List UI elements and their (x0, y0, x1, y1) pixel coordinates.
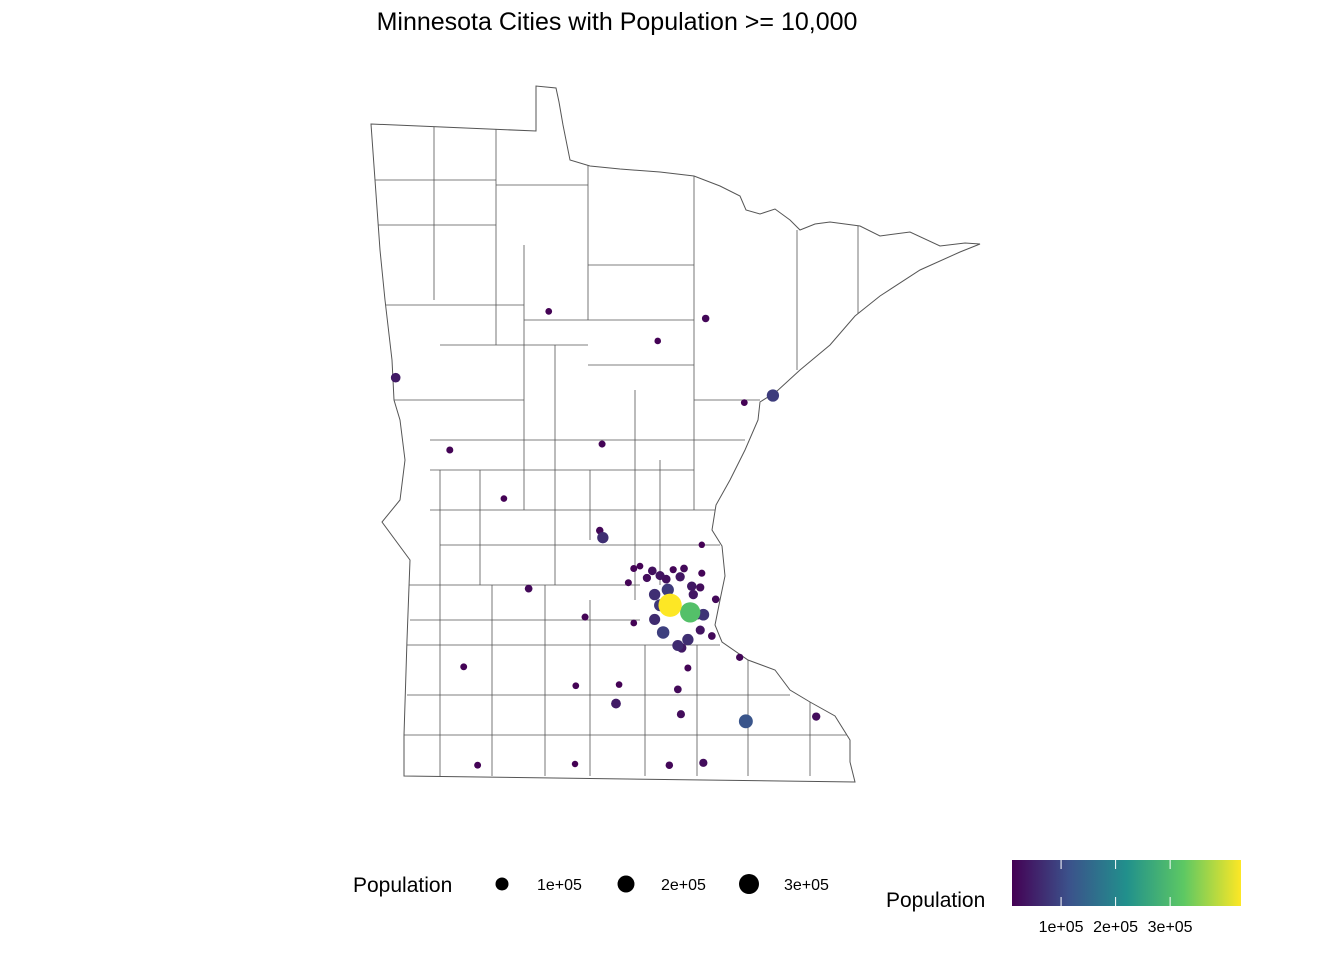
city-point (647, 566, 657, 576)
city-point (630, 619, 638, 627)
city-point (649, 613, 661, 625)
city-point (474, 761, 482, 769)
city-point (500, 495, 508, 502)
city-point (738, 714, 753, 729)
size-legend-title: Population (353, 874, 452, 897)
city-point (699, 758, 708, 767)
city-point (707, 632, 716, 640)
city-point (581, 613, 589, 621)
city-point (688, 589, 698, 600)
color-legend-title: Population (886, 889, 985, 912)
colorbar-tick-label: 3e+05 (1148, 919, 1193, 936)
city-point (687, 581, 697, 591)
city-point (696, 583, 705, 592)
city-point (642, 573, 652, 583)
size-legend-label: 2e+05 (661, 877, 706, 894)
city-point (676, 710, 685, 719)
city-point (390, 372, 401, 383)
color-legend: Population 1e+05 2e+05 3e+05 (886, 860, 1241, 936)
size-legend-key (495, 877, 509, 891)
city-point (698, 569, 706, 577)
city-point (598, 440, 606, 448)
city-point (680, 564, 688, 573)
city-point (675, 572, 685, 582)
minnesota-state-outline (370, 85, 981, 783)
city-point (812, 712, 821, 721)
city-point (630, 564, 638, 572)
size-legend-key (739, 874, 759, 894)
city-point (636, 562, 644, 570)
chart-title: Minnesota Cities with Population >= 10,0… (376, 8, 858, 36)
city-point (572, 682, 580, 690)
city-point (446, 446, 454, 454)
city-point (669, 566, 677, 574)
city-point (682, 633, 694, 646)
size-legend-label: 3e+05 (784, 877, 829, 894)
city-point (615, 681, 623, 688)
city-point (698, 541, 706, 549)
city-point (711, 595, 720, 604)
city-point (524, 584, 533, 593)
city-point (655, 571, 665, 581)
size-legend: Population 1e+05 2e+05 3e+05 (353, 874, 829, 897)
city-point (545, 307, 553, 315)
city-point (665, 761, 674, 769)
city-point (766, 389, 780, 402)
city-point (460, 663, 468, 671)
city-point (624, 579, 632, 587)
city-point (701, 314, 710, 323)
city-point (684, 664, 692, 672)
county-boundaries (371, 124, 859, 776)
city-point (736, 653, 744, 661)
city-point (695, 625, 705, 635)
size-legend-key (617, 875, 635, 893)
city-point (597, 532, 609, 544)
city-point (672, 639, 684, 652)
colorbar (1012, 860, 1241, 906)
city-point (740, 399, 748, 406)
city-point (656, 626, 670, 639)
city-point (673, 685, 682, 694)
city-points (390, 307, 821, 769)
city-point (658, 593, 682, 617)
city-point (654, 337, 662, 345)
city-point (648, 588, 661, 601)
city-point (611, 698, 621, 709)
city-point (680, 602, 701, 623)
colorbar-tick-label: 1e+05 (1039, 919, 1084, 936)
city-point (697, 608, 710, 621)
city-point (571, 760, 579, 768)
colorbar-tick-label: 2e+05 (1093, 919, 1138, 936)
city-point (661, 583, 674, 596)
size-legend-label: 1e+05 (537, 877, 582, 894)
